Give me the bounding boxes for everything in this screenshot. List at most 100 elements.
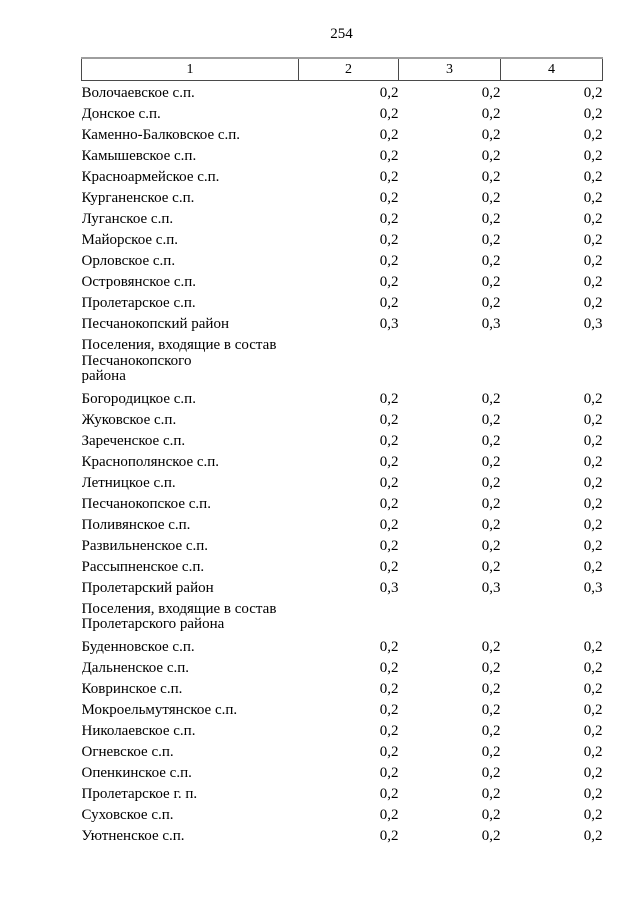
value-cell-2: [299, 335, 399, 389]
value-cell-2: 0,2: [379, 638, 399, 655]
col-header-1: 1: [81, 57, 299, 81]
table-row: Уютненское с.п. 0,2 0,2 0,2: [82, 826, 603, 847]
value-cell-3: 0,2: [481, 295, 501, 311]
settlement-name-cell: Орловское с.п.: [81, 253, 176, 269]
value-cell-3: 0,2: [481, 701, 501, 718]
value-cell-2: 0,2: [379, 722, 399, 739]
value-cell-4: 0,2: [583, 390, 603, 407]
value-cell-4: 0,2: [583, 764, 603, 781]
value-cell-3: 0,3: [481, 579, 501, 596]
value-cell-4: 0,2: [583, 106, 603, 122]
value-cell-4: 0,2: [583, 85, 603, 101]
value-cell-2: 0,2: [379, 827, 399, 844]
table-row: Каменно-Балковское с.п. 0,2 0,2 0,2: [82, 125, 603, 146]
value-cell-2: 0,2: [379, 411, 399, 428]
settlement-name-cell: Мокроельмутянское с.п.: [81, 701, 238, 718]
value-cell-2: 0,2: [379, 148, 399, 164]
value-cell-3: 0,2: [481, 659, 501, 676]
value-cell-2: 0,2: [379, 474, 399, 491]
settlement-name-cell: Огневское с.п.: [81, 743, 174, 760]
value-cell-2: 0,2: [379, 659, 399, 676]
table-row: Рассыпненское с.п. 0,2 0,2 0,2: [82, 557, 603, 578]
settlement-name-cell: Песчанокопское с.п.: [81, 495, 211, 512]
table-body: Волочаевское с.п. 0,2 0,2 0,2 Донское с.п. 0,…: [82, 81, 603, 847]
settlement-name-cell: Уютненское с.п.: [81, 827, 185, 844]
value-cell-2: 0,2: [379, 127, 399, 143]
table-row: Майорское с.п. 0,2 0,2 0,2: [82, 230, 603, 251]
settlement-name-cell: Краснополянское с.п.: [81, 453, 220, 470]
settlement-name-cell: Волочаевское с.п.: [81, 85, 195, 101]
settlements-table: 1 2 3 4 Волочаевское с.п. 0,2 0,2 0,2 Донско…: [81, 57, 603, 847]
value-cell-4: 0,2: [583, 722, 603, 739]
value-cell-4: 0,2: [583, 474, 603, 491]
table-row: Донское с.п. 0,2 0,2 0,2: [82, 104, 603, 125]
settlement-name-cell: Дальненское с.п.: [81, 659, 190, 676]
table-row: Камышевское с.п. 0,2 0,2 0,2: [82, 146, 603, 167]
settlement-name-cell: Буденновское с.п.: [81, 638, 195, 655]
table-row: Пролетарское г. п. 0,2 0,2 0,2: [82, 784, 603, 805]
table-row: Волочаевское с.п. 0,2 0,2 0,2: [82, 81, 603, 105]
value-cell-4: 0,3: [583, 316, 603, 332]
value-cell-3: 0,2: [481, 680, 501, 697]
settlement-name-cell: Песчанокопский район: [81, 316, 229, 332]
value-cell-3: 0,3: [481, 316, 501, 332]
settlement-name-cell: Поселения, входящие в состав Песчанокопс…: [81, 337, 277, 384]
settlement-name-cell: Рассыпненское с.п.: [81, 558, 205, 575]
settlement-name-cell: Летницкое с.п.: [81, 474, 176, 491]
value-cell-2: 0,2: [379, 106, 399, 122]
settlement-name-cell: Развильненское с.п.: [81, 537, 209, 554]
value-cell-4: 0,2: [583, 701, 603, 718]
settlement-name-cell: Островянское с.п.: [81, 274, 197, 290]
value-cell-4: 0,2: [583, 558, 603, 575]
value-cell-3: 0,2: [481, 190, 501, 206]
value-cell-3: 0,2: [481, 148, 501, 164]
value-cell-2: 0,2: [379, 85, 399, 101]
table-row: Пролетарское с.п. 0,2 0,2 0,2: [82, 293, 603, 314]
value-cell-4: 0,2: [583, 785, 603, 802]
value-cell-2: 0,2: [379, 743, 399, 760]
value-cell-2: 0,2: [379, 537, 399, 554]
page-number: 254: [330, 26, 353, 42]
value-cell-4: 0,2: [583, 169, 603, 185]
page-content: 254 1 2 3 4 Волочаевское с.п. 0,2 0,2 0,2 До…: [81, 26, 603, 847]
value-cell-4: 0,2: [583, 659, 603, 676]
table-row: Поливянское с.п. 0,2 0,2 0,2: [82, 515, 603, 536]
settlement-name-cell: Курганенское с.п.: [81, 190, 195, 206]
value-cell-2: [299, 599, 399, 637]
value-cell-2: 0,2: [379, 211, 399, 227]
table-row: Луганское с.п. 0,2 0,2 0,2: [82, 209, 603, 230]
value-cell-4: 0,2: [583, 432, 603, 449]
value-cell-3: 0,2: [481, 495, 501, 512]
settlement-name-cell: Майорское с.п.: [81, 232, 178, 248]
header-row: 1 2 3 4: [81, 57, 603, 81]
value-cell-4: 0,2: [583, 680, 603, 697]
value-cell-4: 0,2: [583, 453, 603, 470]
table-row: Курганенское с.п. 0,2 0,2 0,2: [82, 188, 603, 209]
settlement-name-cell: Луганское с.п.: [81, 211, 174, 227]
settlement-name-cell: Ковринское с.п.: [81, 680, 183, 697]
value-cell-2: 0,3: [379, 579, 399, 596]
col-header-2: 2: [298, 57, 399, 81]
value-cell-2: 0,2: [379, 232, 399, 248]
value-cell-3: 0,2: [481, 537, 501, 554]
value-cell-3: 0,2: [481, 106, 501, 122]
settlement-name-cell: Пролетарское г. п.: [81, 785, 198, 802]
value-cell-2: 0,2: [379, 680, 399, 697]
value-cell-3: 0,2: [481, 274, 501, 290]
value-cell-2: 0,2: [379, 806, 399, 823]
value-cell-4: 0,2: [583, 148, 603, 164]
table-row: Николаевское с.п. 0,2 0,2 0,2: [82, 721, 603, 742]
value-cell-3: 0,2: [481, 785, 501, 802]
value-cell-3: 0,2: [481, 764, 501, 781]
table-row: Красноармейское с.п. 0,2 0,2 0,2: [82, 167, 603, 188]
value-cell-2: 0,2: [379, 453, 399, 470]
table-row: Ковринское с.п. 0,2 0,2 0,2: [82, 679, 603, 700]
value-cell-2: 0,2: [379, 764, 399, 781]
value-cell-2: 0,2: [379, 516, 399, 533]
value-cell-4: 0,2: [583, 295, 603, 311]
value-cell-3: 0,2: [481, 253, 501, 269]
value-cell-3: [399, 335, 501, 389]
table-row: Жуковское с.п. 0,2 0,2 0,2: [82, 410, 603, 431]
value-cell-4: 0,2: [583, 211, 603, 227]
value-cell-4: 0,2: [583, 411, 603, 428]
